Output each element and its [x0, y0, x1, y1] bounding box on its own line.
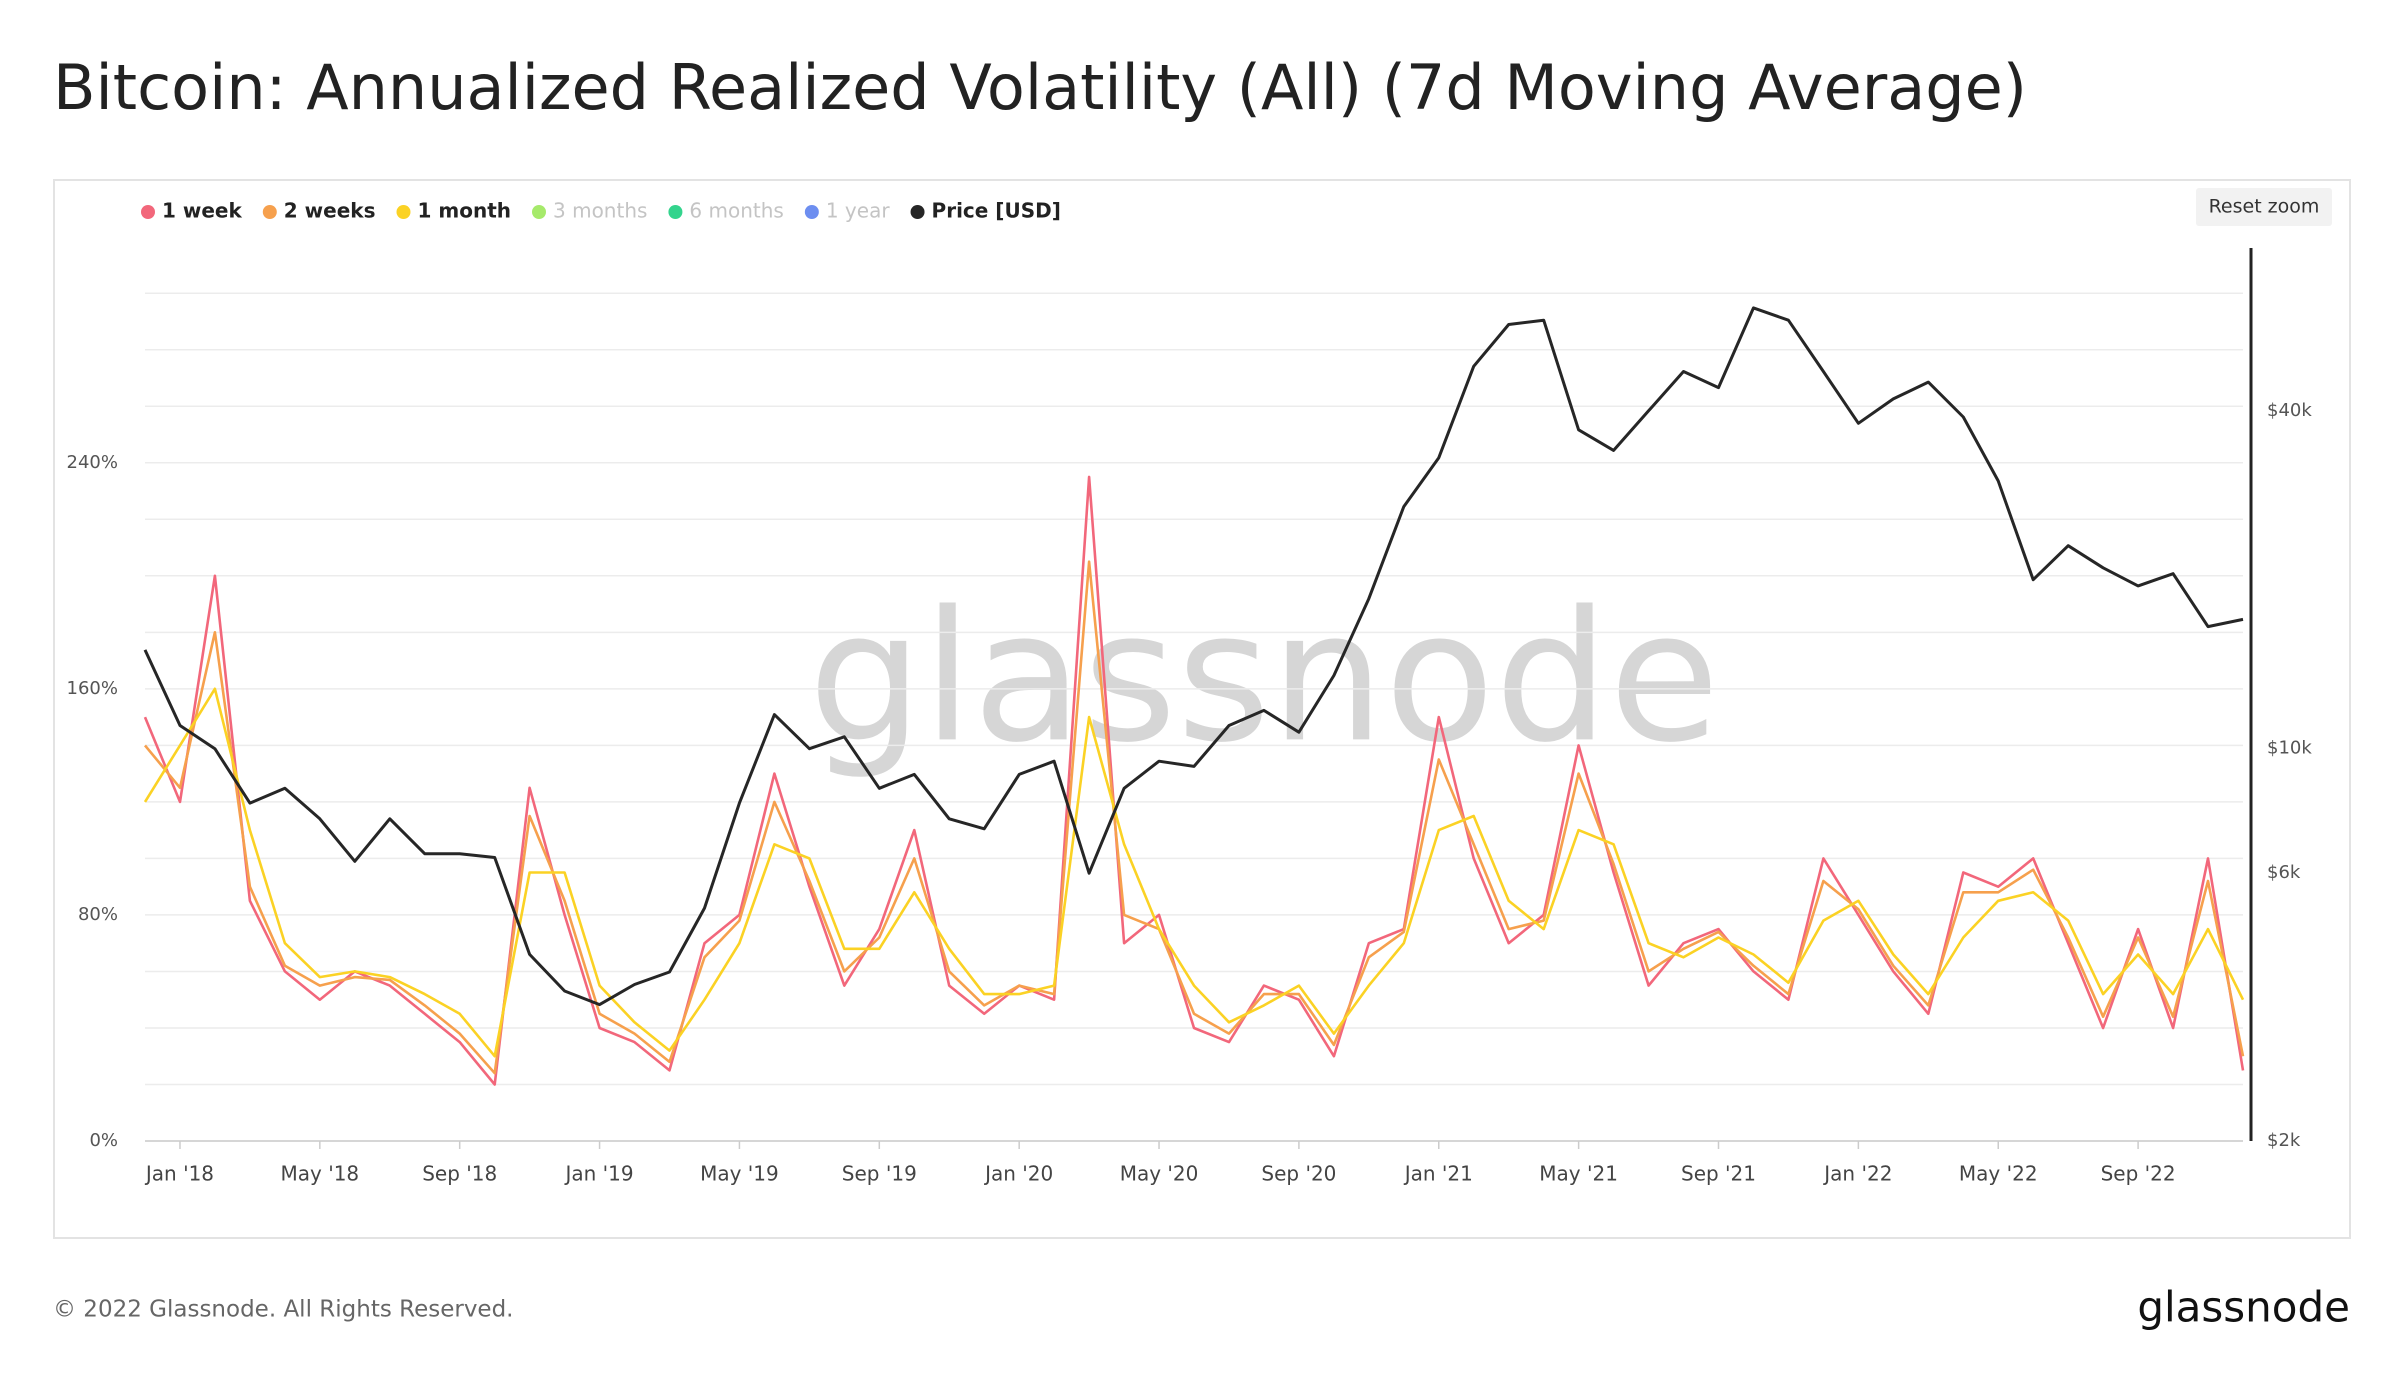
reset-zoom-label[interactable]: Reset zoom [2209, 196, 2320, 218]
x-tick-label: May '22 [1959, 1162, 2038, 1186]
legend-marker [668, 205, 683, 219]
x-tick-label: Sep '19 [842, 1162, 917, 1186]
y-tick-label: 240% [67, 452, 118, 473]
x-tick-label: Sep '21 [1681, 1162, 1756, 1186]
y2-tick-label: $6k [2267, 862, 2301, 883]
series-line [143, 475, 2245, 1086]
x-tick-label: Jan '21 [1403, 1162, 1473, 1186]
legend-label: 3 months [553, 199, 647, 223]
y2-tick-label: $2k [2267, 1130, 2301, 1151]
brand-logo: glassnode [2137, 1283, 2350, 1332]
legend-marker [804, 205, 819, 219]
legend-marker [262, 205, 277, 219]
plot: 0% 80% 160% 240% $2k $6k $10k $40k Jan '18 May '1… [67, 199, 2313, 1186]
footer: © 2022 Glassnode. All Rights Reserved. [53, 1297, 514, 1323]
y2-tick-label: $10k [2267, 738, 2312, 759]
x-tick-label: Jan '22 [1822, 1162, 1892, 1186]
y-tick-label: 160% [67, 678, 118, 699]
legend-label: 1 week [162, 199, 242, 223]
legend-label: 2 weeks [284, 199, 376, 223]
chart-frame [53, 179, 2351, 1239]
y-tick-label: 80% [78, 904, 118, 925]
legend-marker [396, 205, 411, 219]
x-tick-label: May '20 [1120, 1162, 1199, 1186]
legend-label: Price [USD] [932, 199, 1061, 223]
x-tick-label: Jan '19 [563, 1162, 633, 1186]
x-tick-label: May '19 [700, 1162, 779, 1186]
y-tick-label: 0% [89, 1130, 118, 1151]
legend-label: 1 month [418, 199, 512, 223]
reset-zoom-button[interactable] [2196, 188, 2332, 226]
x-tick-label: Sep '18 [422, 1162, 497, 1186]
legend-marker [910, 205, 925, 219]
series-line [143, 560, 2245, 1075]
chart-title: Bitcoin: Annualized Realized Volatility … [53, 51, 2027, 124]
watermark: glassnode [808, 573, 1719, 782]
legend-label: 1 year [826, 199, 890, 223]
series-line [143, 306, 2244, 1007]
x-tick-label: Jan '18 [144, 1162, 214, 1186]
x-tick-label: Sep '20 [1261, 1162, 1336, 1186]
legend-marker [141, 205, 155, 219]
legend-marker [532, 205, 546, 219]
series-line [143, 687, 2245, 1058]
legend-label: 6 months [689, 199, 783, 223]
x-tick-label: May '21 [1539, 1162, 1618, 1186]
y2-tick-label: $40k [2267, 400, 2312, 421]
x-tick-label: Sep '22 [2101, 1162, 2176, 1186]
x-tick-label: May '18 [281, 1162, 360, 1186]
x-tick-label: Jan '20 [983, 1162, 1053, 1186]
